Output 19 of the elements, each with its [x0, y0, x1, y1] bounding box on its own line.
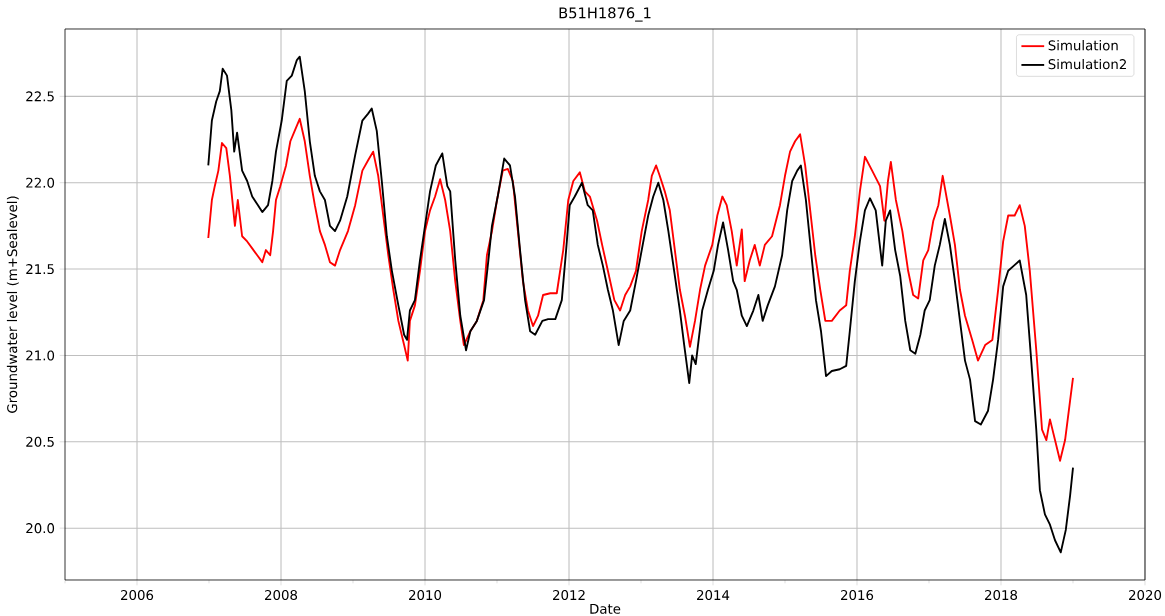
y-tick-label: 20.5: [26, 436, 54, 447]
x-tick-label: 2018: [985, 590, 1018, 601]
y-tick-label: 22.0: [26, 177, 55, 188]
chart-title: B51H1876_1: [559, 7, 651, 22]
y-tick-label: 21.0: [26, 350, 55, 361]
x-tick-label: 2010: [409, 590, 442, 601]
x-tick-label: 2014: [697, 590, 730, 601]
x-axis-title: Date: [590, 603, 621, 614]
x-tick-label: 2012: [553, 590, 585, 601]
legend-label: Simulation: [1048, 40, 1118, 51]
legend-label: Simulation2: [1048, 58, 1126, 70]
x-tick-label: 2016: [841, 590, 874, 601]
y-tick-label: 20.0: [26, 523, 55, 534]
x-tick-label: 2006: [121, 590, 154, 601]
x-tick-label: 2020: [1129, 590, 1162, 601]
y-tick-label: 21.5: [26, 264, 54, 275]
y-axis-title: Groundwater level (m+Sealevel): [6, 196, 19, 413]
y-tick-label: 22.5: [26, 91, 54, 102]
x-tick-label: 2008: [265, 590, 298, 601]
